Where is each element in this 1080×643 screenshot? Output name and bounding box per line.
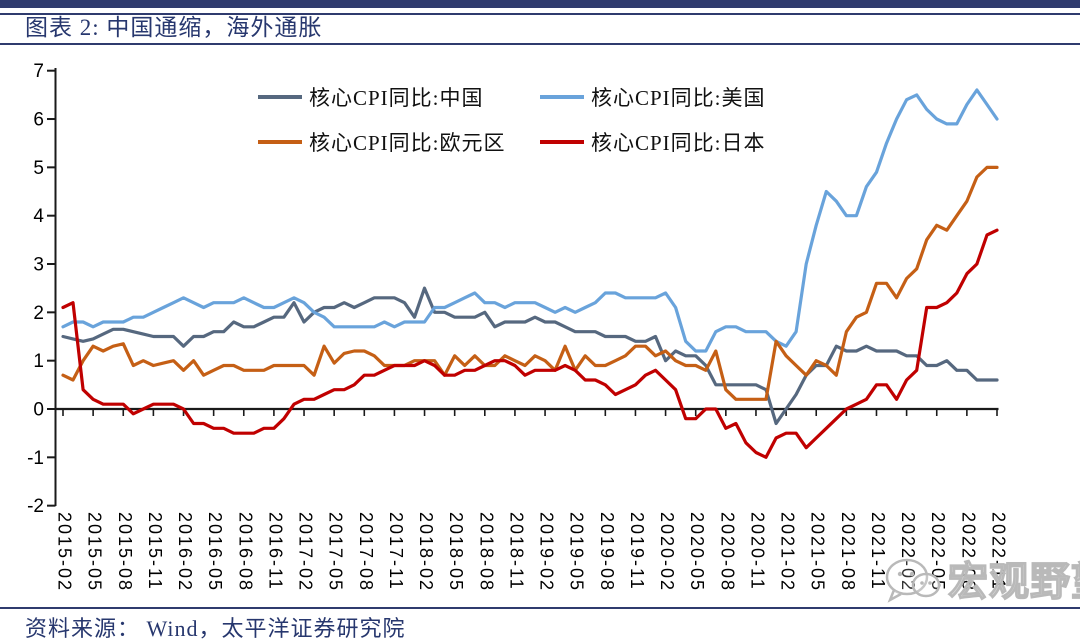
legend-item-japan: 核心CPI同比:日本	[540, 130, 766, 155]
y-tick-label: -2	[27, 496, 44, 517]
title-rule-bottom	[0, 43, 1080, 45]
source-note: 资料来源： Wind，太平洋证券研究院	[25, 616, 406, 641]
x-tick-label: 2022-05	[928, 512, 948, 592]
x-tick-label: 2021-02	[778, 512, 798, 592]
x-tick-label: 2022-08	[958, 512, 978, 592]
legend-label-us: 核心CPI同比:美国	[591, 86, 766, 110]
legend-swatch-us-icon	[540, 95, 584, 99]
x-tick-label: 2015-02	[55, 512, 75, 592]
series-line-japan	[61, 228, 999, 459]
y-tick-label: 1	[33, 351, 44, 372]
x-tick-label: 2021-11	[868, 512, 888, 591]
x-tick-label: 2020-08	[717, 512, 737, 592]
x-tick-label: 2022-02	[898, 512, 918, 592]
top-accent-band	[0, 0, 1080, 8]
y-tick-label: 0	[33, 400, 44, 421]
y-tick-label: 4	[33, 206, 44, 227]
x-tick-label: 2019-08	[597, 512, 617, 592]
x-tick-label: 2017-05	[326, 512, 346, 592]
legend-swatch-eurozone-icon	[258, 140, 302, 144]
x-tick-label: 2020-02	[657, 512, 677, 592]
y-tick-label: 7	[33, 61, 44, 82]
x-tick-label: 2019-02	[537, 512, 557, 592]
x-tick-label: 2017-11	[386, 512, 406, 591]
footer-rule	[0, 607, 1080, 609]
x-tick-label: 2022-11	[988, 512, 1008, 591]
x-tick-label: 2020-11	[747, 512, 767, 591]
y-tick-label: 6	[33, 110, 44, 131]
legend-label-eurozone: 核心CPI同比:欧元区	[309, 131, 506, 155]
x-tick-label: 2018-02	[416, 512, 436, 592]
y-tick-label: 3	[33, 255, 44, 276]
x-tick-label: 2016-11	[265, 512, 285, 591]
x-tick-label: 2016-08	[235, 512, 255, 592]
legend-item-china: 核心CPI同比:中国	[258, 85, 484, 110]
y-tick-label: 5	[33, 158, 44, 179]
x-tick-label: 2016-02	[175, 512, 195, 592]
legend-swatch-china-icon	[258, 95, 302, 99]
x-tick-label: 2020-05	[687, 512, 707, 592]
x-tick-label: 2021-08	[838, 512, 858, 592]
legend-item-eurozone: 核心CPI同比:欧元区	[258, 130, 506, 155]
x-tick-label: 2015-08	[115, 512, 135, 592]
title-rule-top	[0, 13, 1080, 15]
x-tick-label: 2018-05	[446, 512, 466, 592]
x-tick-label: 2018-08	[476, 512, 496, 592]
x-tick-label: 2018-11	[506, 512, 526, 591]
x-tick-label: 2017-02	[296, 512, 316, 592]
x-tick-label: 2017-08	[356, 512, 376, 592]
y-tick-label: -1	[27, 448, 44, 469]
x-tick-label: 2015-05	[85, 512, 105, 592]
series-line-us	[61, 88, 999, 353]
x-tick-label: 2015-11	[145, 512, 165, 591]
legend-swatch-japan-icon	[540, 140, 584, 144]
x-tick-label: 2019-05	[567, 512, 587, 592]
legend-item-us: 核心CPI同比:美国	[540, 85, 766, 110]
page-title: 图表 2: 中国通缩，海外通胀	[25, 15, 323, 40]
x-tick-label: 2021-05	[808, 512, 828, 592]
legend-label-japan: 核心CPI同比:日本	[591, 131, 766, 155]
x-tick-label: 2019-11	[627, 512, 647, 591]
y-tick-label: 2	[33, 303, 44, 324]
x-tick-label: 2016-05	[205, 512, 225, 592]
series-line-eurozone	[61, 165, 999, 401]
legend-label-china: 核心CPI同比:中国	[309, 86, 484, 110]
